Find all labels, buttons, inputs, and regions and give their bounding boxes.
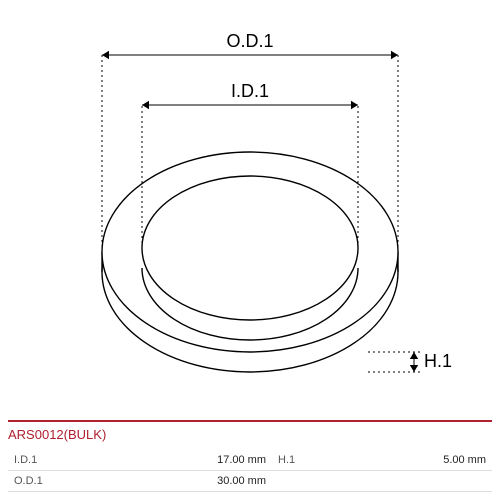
dim-value: 17.00 mm — [110, 450, 272, 471]
table-row: I.D.117.00 mmH.15.00 mm — [8, 450, 492, 471]
svg-text:I.D.1: I.D.1 — [231, 81, 269, 101]
part-number-row: ARS0012(BULK) — [8, 420, 492, 444]
ring-dimension-diagram: O.D.1 I.D.1 H.1 — [0, 0, 500, 425]
dimensions-table: I.D.117.00 mmH.15.00 mmO.D.130.00 mm — [8, 450, 492, 492]
svg-text:H.1: H.1 — [424, 351, 452, 371]
dim-value: 30.00 mm — [110, 471, 272, 492]
part-number: ARS0012(BULK) — [8, 427, 106, 442]
svg-text:O.D.1: O.D.1 — [226, 31, 273, 51]
footer: ARS0012(BULK) I.D.117.00 mmH.15.00 mmO.D… — [0, 420, 500, 500]
dim-value: 5.00 mm — [344, 450, 492, 471]
dim-label: H.1 — [272, 450, 344, 471]
table-row: O.D.130.00 mm — [8, 471, 492, 492]
dim-label — [272, 471, 344, 492]
dim-value — [344, 471, 492, 492]
dim-label: O.D.1 — [8, 471, 110, 492]
dim-label: I.D.1 — [8, 450, 110, 471]
